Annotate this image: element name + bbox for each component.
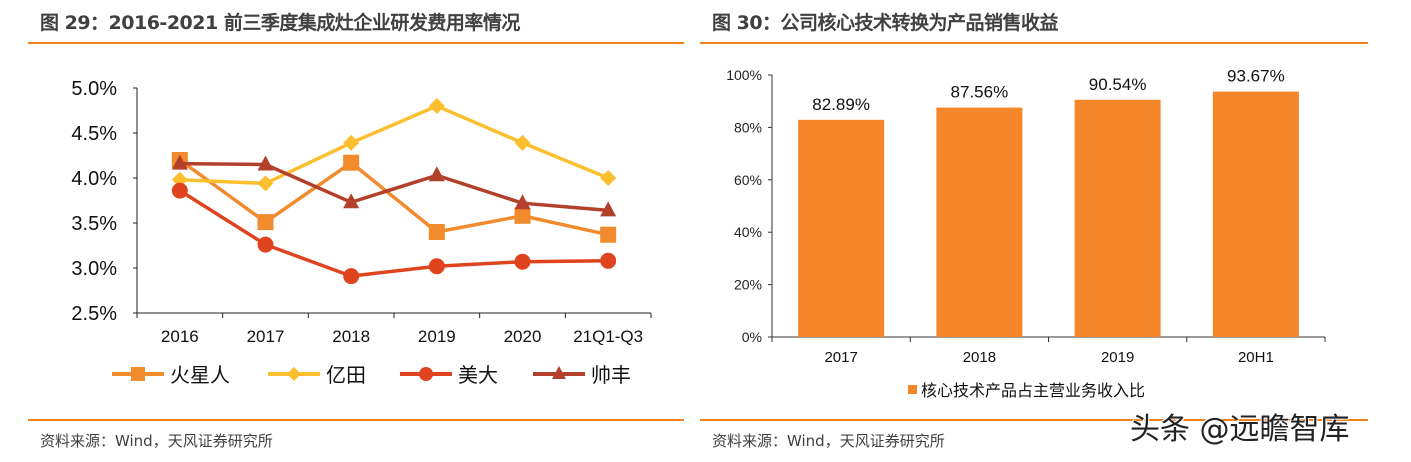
legend-label: 帅丰 bbox=[591, 364, 631, 387]
bar-y-tick-label: 80% bbox=[734, 119, 762, 135]
bar-x-tick-label: 2018 bbox=[963, 349, 996, 366]
legend-marker-亿田 bbox=[287, 367, 301, 381]
legend-marker-美大 bbox=[419, 367, 433, 381]
legend-label: 火星人 bbox=[170, 364, 230, 387]
series-line-帅丰 bbox=[179, 161, 609, 213]
series-line-亿田 bbox=[179, 104, 609, 186]
x-tick-label: 2020 bbox=[504, 327, 542, 346]
x-tick-label: 2016 bbox=[161, 327, 199, 346]
left-chart-title: 图 29：2016-2021 前三季度集成灶企业研发费用率情况 bbox=[40, 12, 520, 34]
bar-20H1 bbox=[1212, 91, 1299, 338]
y-tick-label: 3.5% bbox=[71, 213, 117, 235]
bar-y-tick-label: 20% bbox=[734, 277, 762, 293]
x-tick-label: 2017 bbox=[247, 327, 285, 346]
bar-y-tick-label: 0% bbox=[742, 329, 762, 345]
bar-value-label: 93.67% bbox=[1227, 67, 1285, 86]
bar-x-tick-label: 20H1 bbox=[1238, 349, 1274, 366]
data-point-美大 bbox=[600, 252, 617, 269]
right-title-rule bbox=[700, 42, 1368, 44]
data-point-火星人 bbox=[257, 214, 274, 231]
data-point-亿田 bbox=[428, 98, 445, 114]
y-tick-label: 2.5% bbox=[71, 303, 117, 325]
y-tick-label: 3.0% bbox=[71, 258, 117, 280]
right-chart-title: 图 30：公司核心技术转换为产品销售收益 bbox=[712, 12, 1059, 34]
legend-label: 亿田 bbox=[326, 364, 366, 387]
x-tick-label: 2019 bbox=[418, 327, 456, 346]
left-source: 资料来源：Wind，天风证券研究所 bbox=[40, 432, 273, 450]
legend-marker-火星人 bbox=[131, 367, 145, 381]
data-point-帅丰 bbox=[428, 166, 445, 182]
bar-y-tick-label: 100% bbox=[726, 67, 762, 83]
data-point-帅丰 bbox=[171, 154, 188, 170]
bar-legend-label: 核心技术产品占主营业务收入比 bbox=[921, 382, 1145, 400]
data-point-美大 bbox=[514, 253, 531, 270]
bar-2017 bbox=[798, 119, 885, 337]
data-point-亿田 bbox=[257, 175, 274, 192]
data-point-火星人 bbox=[343, 154, 360, 171]
data-point-亿田 bbox=[343, 134, 360, 151]
bar-legend-swatch bbox=[908, 385, 917, 394]
right-source: 资料来源：Wind，天风证券研究所 bbox=[712, 432, 945, 450]
data-point-美大 bbox=[428, 258, 445, 275]
right-footer-rule bbox=[700, 419, 1368, 421]
data-point-帅丰 bbox=[514, 194, 531, 210]
data-point-亿田 bbox=[514, 134, 531, 151]
data-point-美大 bbox=[171, 182, 188, 199]
left-footer-rule bbox=[28, 419, 684, 421]
bar-2018 bbox=[936, 107, 1023, 337]
data-point-亿田 bbox=[600, 170, 617, 186]
data-point-帅丰 bbox=[600, 201, 617, 217]
data-point-帅丰 bbox=[343, 193, 360, 209]
data-point-美大 bbox=[343, 268, 360, 285]
bar-value-label: 82.89% bbox=[812, 95, 870, 114]
legend-marker-帅丰 bbox=[552, 366, 566, 379]
y-tick-label: 5.0% bbox=[71, 78, 117, 100]
legend-label: 美大 bbox=[458, 364, 498, 387]
bar-value-label: 87.56% bbox=[951, 83, 1009, 102]
data-point-美大 bbox=[257, 236, 274, 253]
bar-y-tick-label: 40% bbox=[734, 224, 762, 240]
watermark: 头条 @远瞻智库 bbox=[1130, 412, 1350, 447]
x-tick-label: 2018 bbox=[332, 327, 370, 346]
series-line-美大 bbox=[178, 189, 609, 278]
data-point-火星人 bbox=[514, 207, 531, 224]
bar-2019 bbox=[1074, 99, 1161, 337]
series-line-火星人 bbox=[178, 158, 609, 237]
left-title-rule bbox=[28, 42, 684, 44]
data-point-火星人 bbox=[600, 226, 617, 243]
bar-x-tick-label: 2019 bbox=[1101, 349, 1134, 366]
data-point-帅丰 bbox=[257, 155, 274, 171]
bar-x-tick-label: 2017 bbox=[824, 349, 857, 366]
y-tick-label: 4.0% bbox=[71, 168, 117, 190]
y-tick-label: 4.5% bbox=[71, 123, 117, 145]
x-tick-label: 21Q1-Q3 bbox=[573, 327, 643, 346]
bar-value-label: 90.54% bbox=[1089, 75, 1147, 94]
data-point-火星人 bbox=[428, 224, 445, 240]
bar-y-tick-label: 60% bbox=[734, 172, 762, 188]
